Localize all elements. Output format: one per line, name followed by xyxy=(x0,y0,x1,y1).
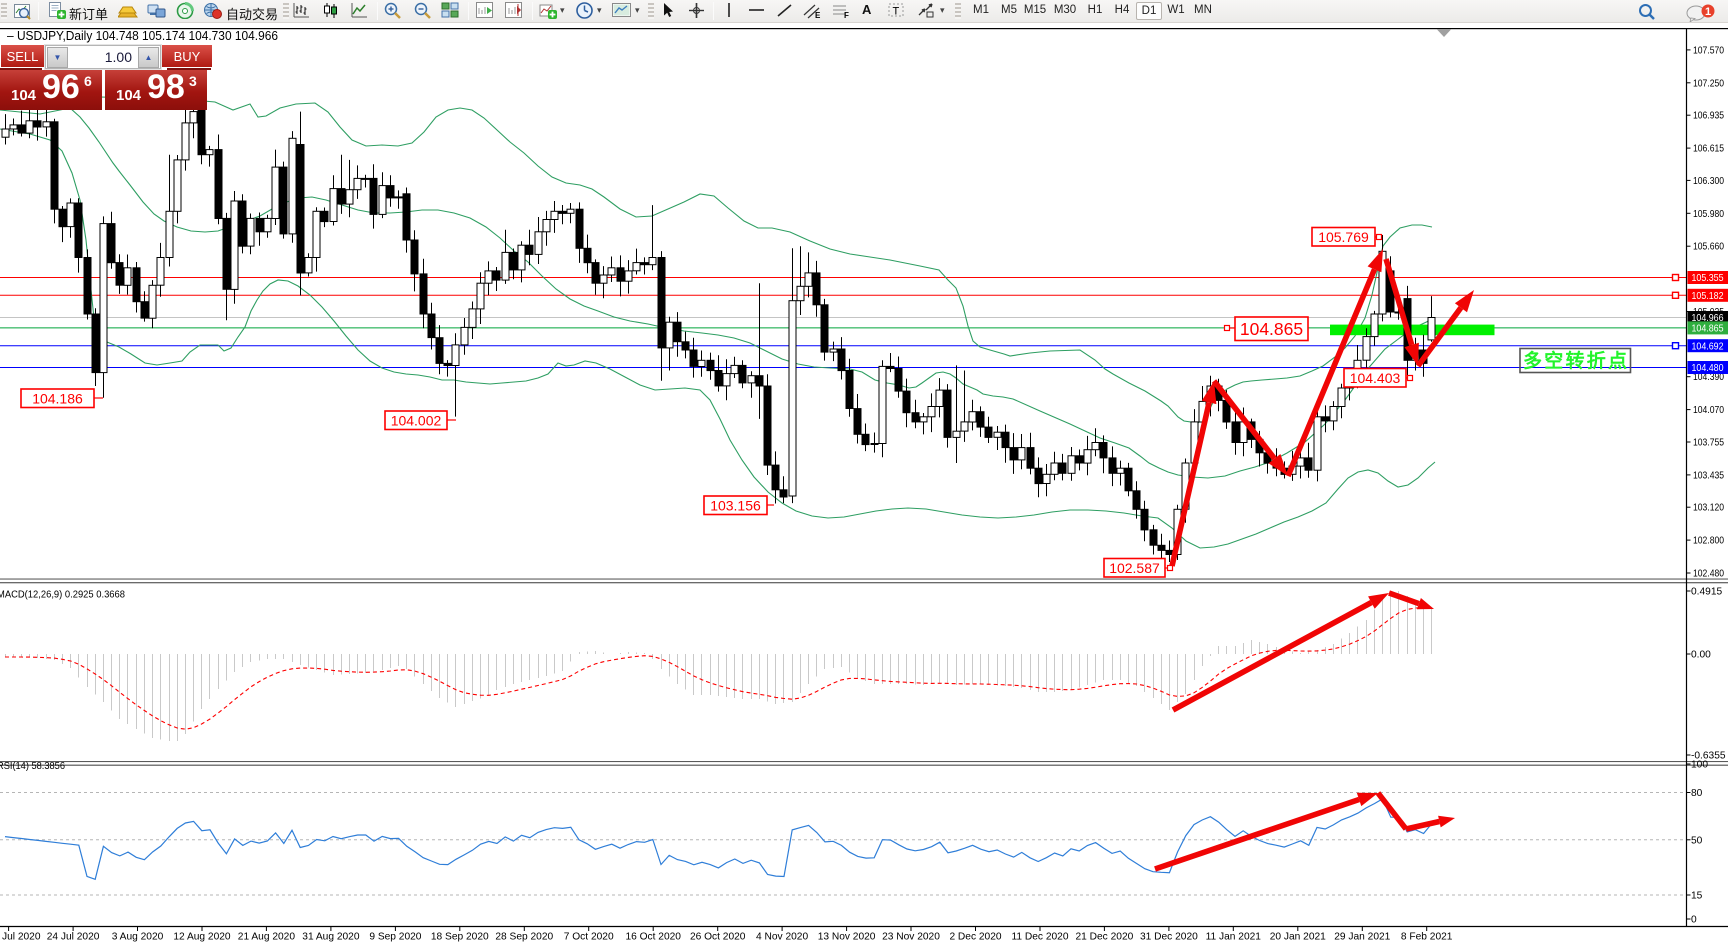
svg-text:103.755: 103.755 xyxy=(1693,438,1724,449)
svg-text:Jul 2020: Jul 2020 xyxy=(2,932,41,943)
svg-text:3 Aug 2020: 3 Aug 2020 xyxy=(112,932,164,943)
svg-text:20 Jan 2021: 20 Jan 2021 xyxy=(1270,932,1326,943)
svg-text:15: 15 xyxy=(1691,891,1703,902)
svg-text:21 Dec 2020: 21 Dec 2020 xyxy=(1076,932,1134,943)
svg-text:11 Jan 2021: 11 Jan 2021 xyxy=(1206,932,1262,943)
svg-text:102.480: 102.480 xyxy=(1693,569,1724,580)
svg-text:E: E xyxy=(815,11,821,19)
svg-text:0: 0 xyxy=(1691,915,1697,926)
svg-text:MACD(12,26,9) 0.2925 0.3668: MACD(12,26,9) 0.2925 0.3668 xyxy=(0,589,125,601)
svg-text:-0.6355: -0.6355 xyxy=(1691,751,1726,762)
svg-text:107.570: 107.570 xyxy=(1693,45,1724,56)
svg-text:104.403: 104.403 xyxy=(1350,370,1401,386)
svg-text:105.660: 105.660 xyxy=(1693,242,1724,253)
svg-text:11 Dec 2020: 11 Dec 2020 xyxy=(1011,932,1068,943)
svg-text:105.182: 105.182 xyxy=(1692,291,1724,302)
svg-text:103.435: 103.435 xyxy=(1693,470,1724,481)
svg-text:104.390: 104.390 xyxy=(1693,372,1724,383)
svg-text:21 Aug 2020: 21 Aug 2020 xyxy=(238,932,296,943)
svg-text:102.587: 102.587 xyxy=(1109,560,1160,576)
svg-text:104.186: 104.186 xyxy=(32,390,83,406)
svg-text:12 Aug 2020: 12 Aug 2020 xyxy=(173,932,231,943)
svg-text:31 Aug 2020: 31 Aug 2020 xyxy=(302,932,360,943)
svg-text:24 Jul 2020: 24 Jul 2020 xyxy=(47,932,100,943)
svg-text:23 Nov 2020: 23 Nov 2020 xyxy=(882,932,940,943)
svg-text:18 Sep 2020: 18 Sep 2020 xyxy=(431,932,489,943)
svg-text:104.692: 104.692 xyxy=(1692,341,1724,352)
svg-text:105.355: 105.355 xyxy=(1692,273,1724,284)
svg-text:0.00: 0.00 xyxy=(1691,650,1711,661)
svg-text:F: F xyxy=(844,11,849,19)
svg-text:8 Feb 2021: 8 Feb 2021 xyxy=(1401,932,1453,943)
svg-text:106.615: 106.615 xyxy=(1693,144,1724,155)
svg-text:0.4915: 0.4915 xyxy=(1691,587,1722,598)
svg-text:9 Sep 2020: 9 Sep 2020 xyxy=(369,932,421,943)
svg-text:13 Nov 2020: 13 Nov 2020 xyxy=(818,932,876,943)
svg-text:105.769: 105.769 xyxy=(1318,229,1369,245)
svg-text:1: 1 xyxy=(1705,6,1711,18)
svg-text:104.865: 104.865 xyxy=(1692,324,1724,335)
svg-text:16 Oct 2020: 16 Oct 2020 xyxy=(625,932,681,943)
svg-text:107.250: 107.250 xyxy=(1693,78,1724,89)
svg-text:50: 50 xyxy=(1691,835,1703,846)
svg-text:T: T xyxy=(893,6,900,18)
svg-text:103.120: 103.120 xyxy=(1693,503,1724,514)
svg-text:103.156: 103.156 xyxy=(710,497,761,513)
svg-text:2 Dec 2020: 2 Dec 2020 xyxy=(949,932,1001,943)
svg-text:31 Dec 2020: 31 Dec 2020 xyxy=(1140,932,1198,943)
svg-text:104.480: 104.480 xyxy=(1692,363,1724,374)
svg-text:多空转折点: 多空转折点 xyxy=(1523,349,1627,372)
svg-text:RSI(14) 58.3856: RSI(14) 58.3856 xyxy=(0,760,65,772)
svg-text:104.002: 104.002 xyxy=(391,412,442,428)
svg-text:104.865: 104.865 xyxy=(1240,319,1303,339)
svg-text:104.070: 104.070 xyxy=(1693,405,1724,416)
svg-text:80: 80 xyxy=(1691,788,1703,799)
svg-text:28 Sep 2020: 28 Sep 2020 xyxy=(495,932,553,943)
svg-text:– USDJPY,Daily 104.748 105.17: – USDJPY,Daily 104.748 105.174 104.730 1… xyxy=(7,29,278,43)
svg-text:26 Oct 2020: 26 Oct 2020 xyxy=(690,932,746,943)
svg-text:105.980: 105.980 xyxy=(1693,209,1724,220)
svg-text:4 Nov 2020: 4 Nov 2020 xyxy=(756,932,808,943)
svg-text:102.800: 102.800 xyxy=(1693,536,1724,547)
svg-text:104.966: 104.966 xyxy=(1692,313,1724,324)
svg-text:106.935: 106.935 xyxy=(1693,111,1724,122)
svg-text:29 Jan 2021: 29 Jan 2021 xyxy=(1334,932,1390,943)
svg-text:100: 100 xyxy=(1691,760,1708,771)
svg-text:106.300: 106.300 xyxy=(1693,176,1724,187)
svg-text:7 Oct 2020: 7 Oct 2020 xyxy=(564,932,614,943)
